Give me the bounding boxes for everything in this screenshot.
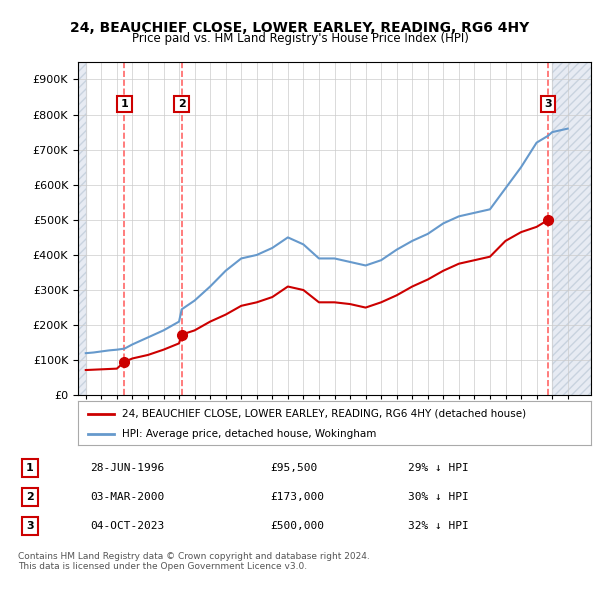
- Text: Price paid vs. HM Land Registry's House Price Index (HPI): Price paid vs. HM Land Registry's House …: [131, 32, 469, 45]
- Text: 29% ↓ HPI: 29% ↓ HPI: [408, 463, 469, 473]
- Bar: [78, 62, 86, 395]
- Text: £173,000: £173,000: [270, 492, 324, 502]
- Bar: [78, 62, 86, 395]
- Text: 2: 2: [26, 492, 34, 502]
- Bar: [552, 62, 591, 395]
- Text: 28-JUN-1996: 28-JUN-1996: [90, 463, 164, 473]
- Text: 1: 1: [26, 463, 34, 473]
- Text: 2: 2: [178, 99, 185, 109]
- Text: 3: 3: [544, 99, 552, 109]
- Text: 03-MAR-2000: 03-MAR-2000: [90, 492, 164, 502]
- Text: £500,000: £500,000: [270, 522, 324, 531]
- Bar: [552, 62, 591, 395]
- Text: 04-OCT-2023: 04-OCT-2023: [90, 522, 164, 531]
- Text: 3: 3: [26, 522, 34, 531]
- Text: HPI: Average price, detached house, Wokingham: HPI: Average price, detached house, Woki…: [122, 430, 376, 440]
- Text: 30% ↓ HPI: 30% ↓ HPI: [408, 492, 469, 502]
- Text: Contains HM Land Registry data © Crown copyright and database right 2024.
This d: Contains HM Land Registry data © Crown c…: [18, 552, 370, 571]
- Text: 24, BEAUCHIEF CLOSE, LOWER EARLEY, READING, RG6 4HY: 24, BEAUCHIEF CLOSE, LOWER EARLEY, READI…: [70, 21, 530, 35]
- Text: 24, BEAUCHIEF CLOSE, LOWER EARLEY, READING, RG6 4HY (detached house): 24, BEAUCHIEF CLOSE, LOWER EARLEY, READI…: [122, 409, 526, 418]
- Text: £95,500: £95,500: [270, 463, 317, 473]
- Text: 1: 1: [121, 99, 128, 109]
- Text: 32% ↓ HPI: 32% ↓ HPI: [408, 522, 469, 531]
